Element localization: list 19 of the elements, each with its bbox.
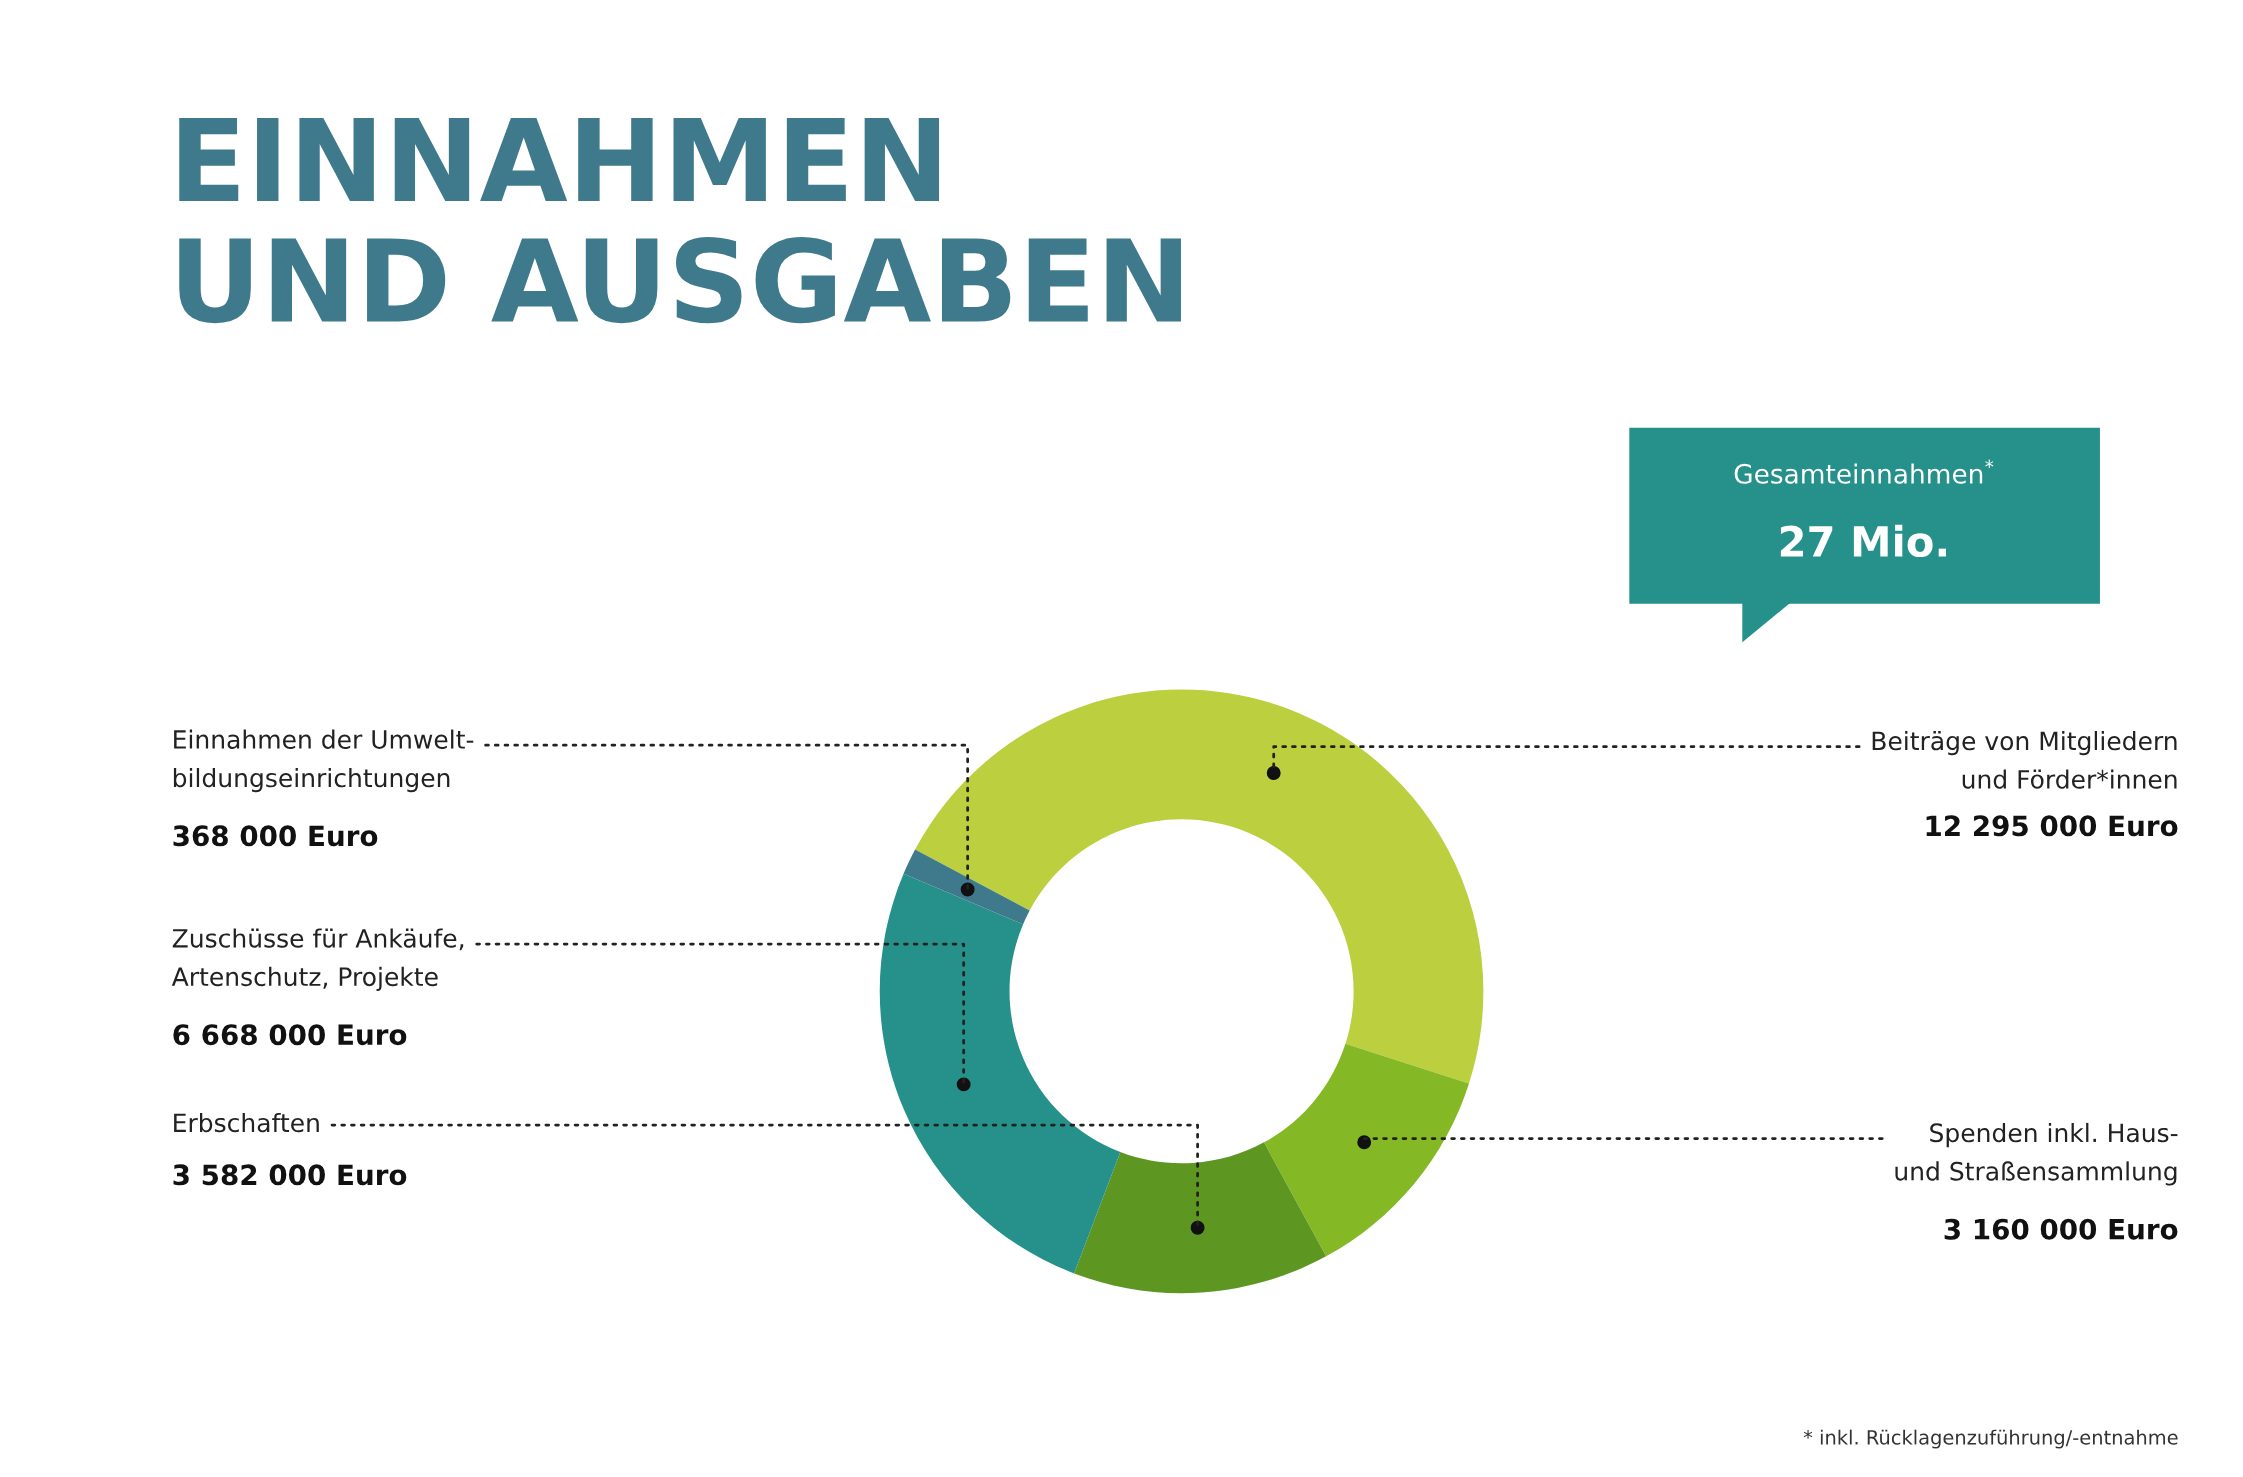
slice-label: Erbschaften — [174, 1112, 319, 1133]
donut-slice — [1074, 1142, 1327, 1294]
slice-label: Spenden inkl. Haus- und Straßensammlung — [1895, 1122, 2178, 1186]
text: Gesamteinnahmen$^{*}$ — [1734, 459, 1994, 484]
slice-label: Zuschüsse für Ankäufe, Artenschutz, Projekte — [171, 928, 464, 992]
donut-slice — [903, 849, 1030, 925]
data-label: 6 668 000 Euro — [173, 1024, 407, 1046]
data-label: 3 582 000 Euro — [173, 1164, 407, 1186]
data-label: 368 000 Euro — [173, 825, 378, 847]
donut-slice — [915, 689, 1484, 1084]
slice-label: Beiträge von Mitgliedern und Förder*innen — [1872, 730, 2177, 789]
text: 27 Mio. — [1780, 524, 1947, 558]
donut-slice — [879, 873, 1121, 1274]
data-label: 3 160 000 Euro — [1944, 1218, 2178, 1240]
data-label: 12 295 000 Euro — [1926, 815, 2178, 837]
chart-title: EINNAHMEN UND AUSGABEN — [179, 117, 1181, 324]
donut-slice — [1263, 1043, 1470, 1257]
text: * inkl. Rücklagenzuführung/-entnahme — [1803, 1429, 2178, 1449]
slice-label: Einnahmen der Umwelt- bildungseinrichtungen — [173, 729, 474, 793]
